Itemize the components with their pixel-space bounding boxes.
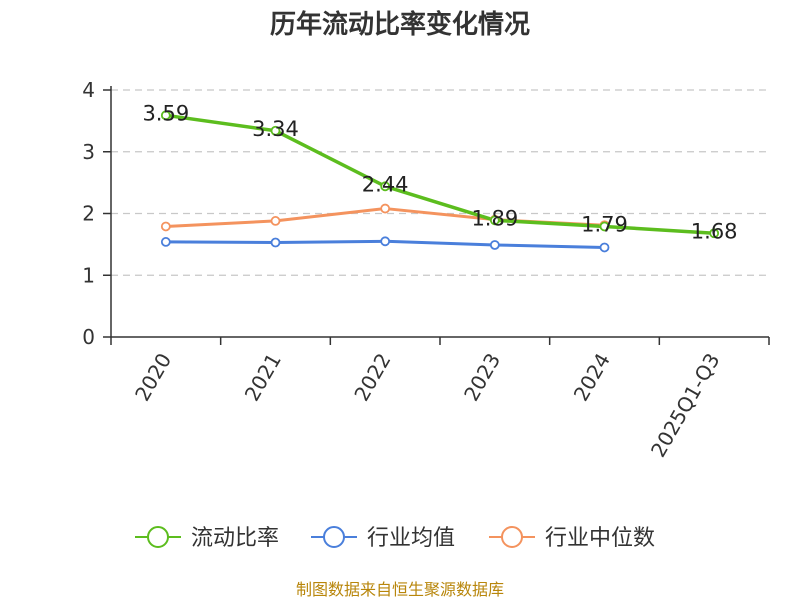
data-label: 1.79 xyxy=(581,212,628,236)
data-labels: 3.59 3.34 2.44 1.89 1.79 1.68 xyxy=(142,101,737,243)
data-point xyxy=(160,237,171,247)
legend-item[interactable]: 流动比率 xyxy=(135,526,279,551)
y-tick-label: 0 xyxy=(82,325,95,349)
y-axis-ticks: 0 1 2 3 4 xyxy=(82,78,111,349)
x-tick-label: 2022 xyxy=(349,349,395,405)
y-tick-label: 1 xyxy=(82,263,95,287)
data-point xyxy=(380,236,391,247)
x-tick-label: 2021 xyxy=(240,349,286,405)
data-point xyxy=(599,242,610,253)
data-label: 3.34 xyxy=(252,117,299,141)
legend-item[interactable]: 行业中位数 xyxy=(489,526,655,551)
series-points xyxy=(160,110,720,253)
data-point xyxy=(160,110,171,121)
y-tick-label: 4 xyxy=(82,78,95,102)
series-lines xyxy=(165,113,715,249)
legend[interactable]: 流动比率 行业均值 行业中位数 xyxy=(135,526,655,551)
x-axis-ticks: 2020 2021 2022 2023 2024 2025Q1-Q3 xyxy=(110,337,770,461)
data-point xyxy=(489,215,500,226)
data-point xyxy=(270,216,281,226)
series-line-0 xyxy=(165,113,715,236)
x-tick-label: 2025Q1-Q3 xyxy=(646,349,725,461)
legend-label: 行业中位数 xyxy=(545,526,655,551)
x-tick-label: 2024 xyxy=(569,349,615,405)
legend-label: 行业均值 xyxy=(367,526,455,551)
axes xyxy=(110,86,769,338)
data-point xyxy=(380,203,391,214)
x-tick-label: 2023 xyxy=(459,349,505,405)
y-tick-label: 2 xyxy=(82,202,95,226)
legend-label: 流动比率 xyxy=(191,526,279,551)
data-point xyxy=(489,240,500,250)
data-point xyxy=(270,237,281,248)
data-label: 1.89 xyxy=(471,206,518,230)
legend-swatch-marker xyxy=(323,526,345,548)
data-point xyxy=(599,221,610,232)
legend-item[interactable]: 行业均值 xyxy=(311,526,455,551)
legend-swatch-marker xyxy=(501,526,523,548)
source-footer: 制图数据来自恒生聚源数据库 xyxy=(296,580,504,599)
data-point xyxy=(160,221,171,232)
gridlines xyxy=(111,89,769,276)
data-label: 3.59 xyxy=(142,101,189,125)
legend-swatch-marker xyxy=(147,526,169,548)
chart-title: 历年流动比率变化情况 xyxy=(270,9,530,40)
data-point xyxy=(709,228,720,239)
y-tick-label: 3 xyxy=(82,140,95,164)
data-point xyxy=(380,181,391,192)
data-point xyxy=(270,125,281,136)
data-label: 2.44 xyxy=(362,172,409,196)
data-label: 1.68 xyxy=(691,219,738,243)
x-tick-label: 2020 xyxy=(130,349,176,405)
